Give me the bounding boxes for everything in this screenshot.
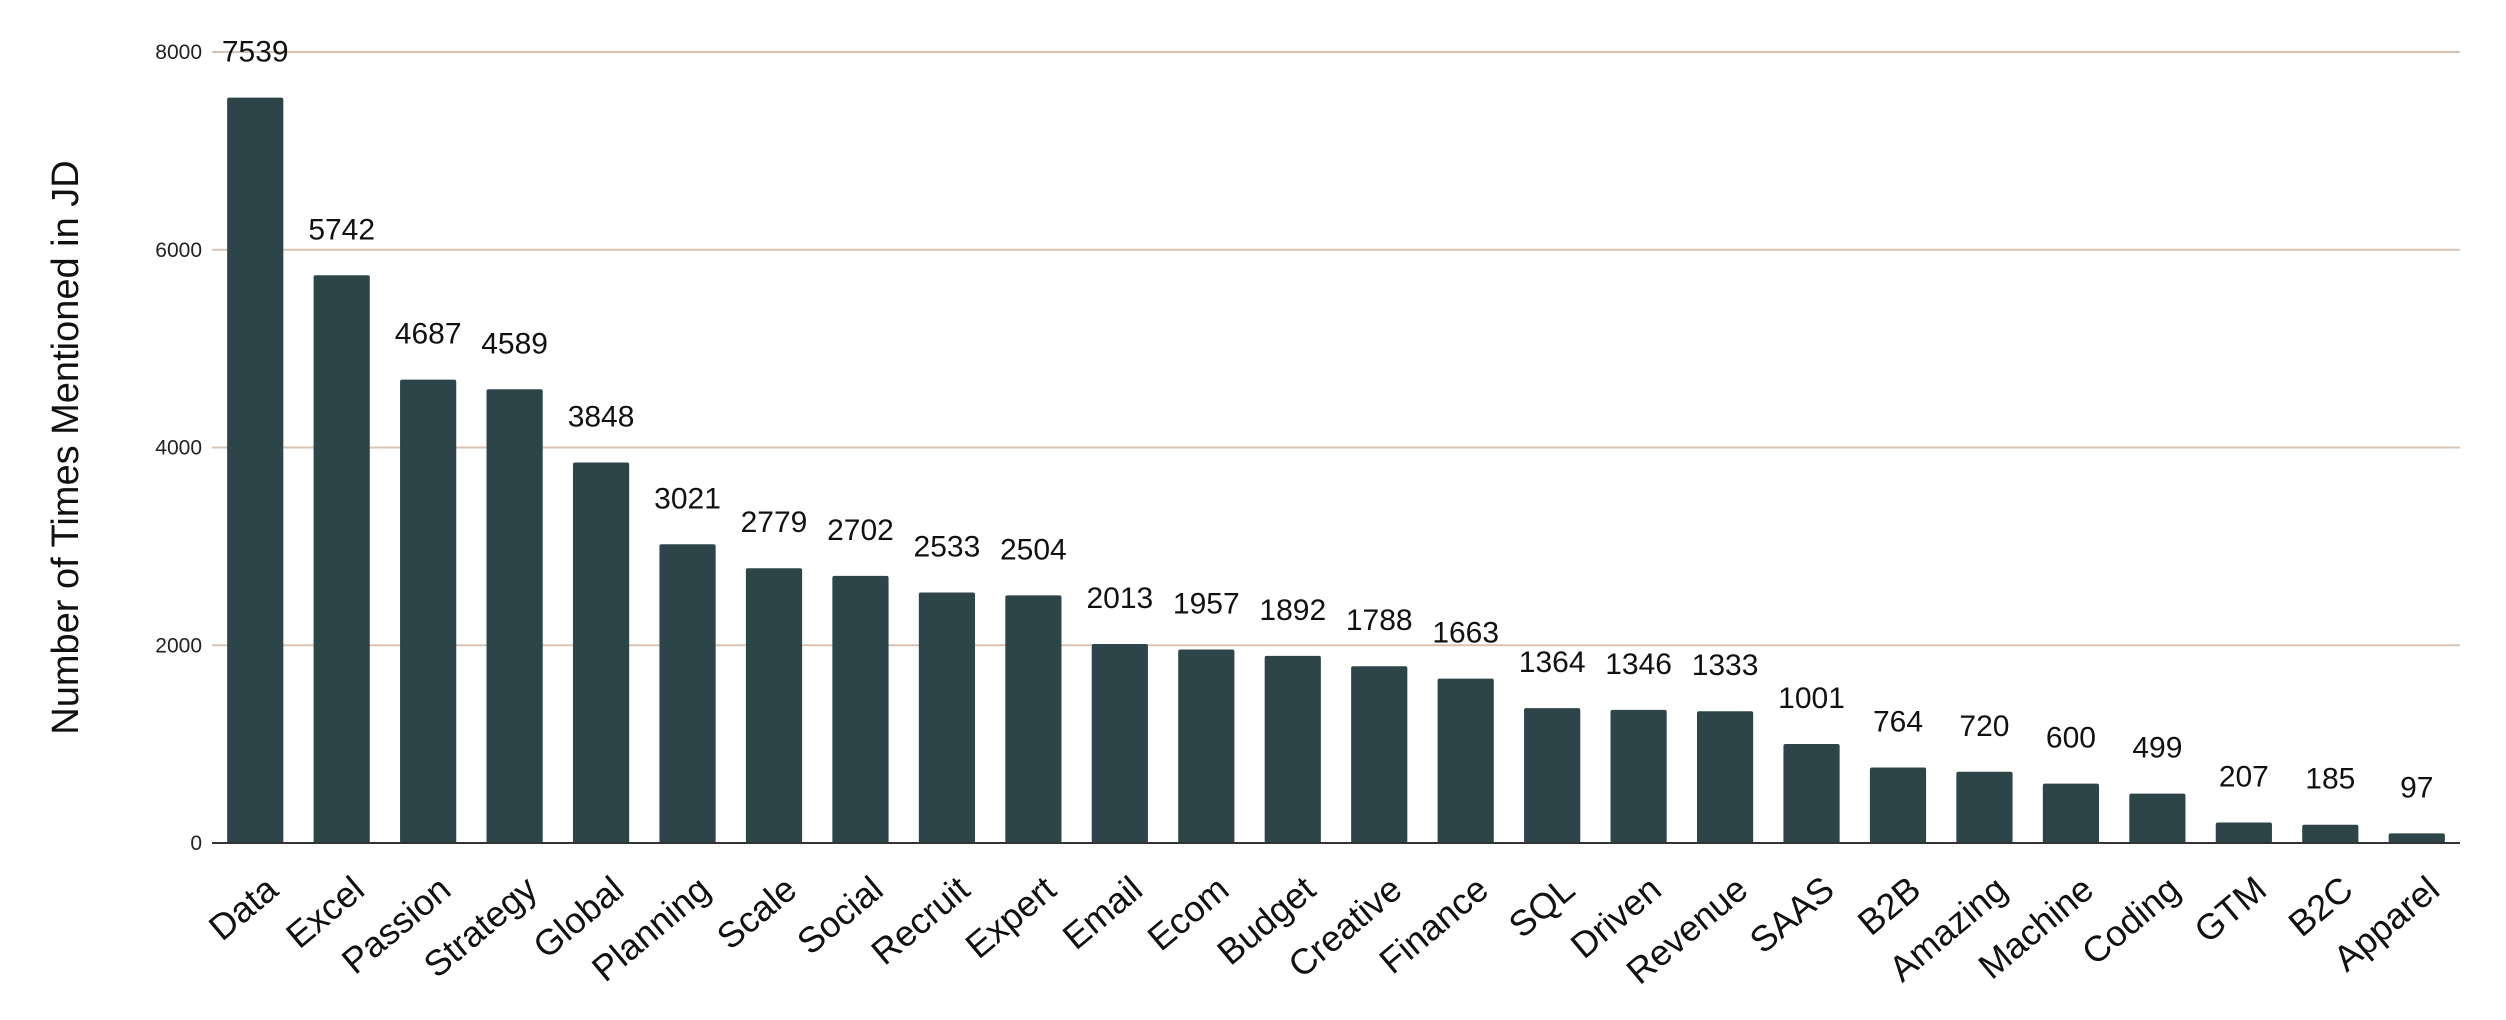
data-label: 4687 — [395, 318, 462, 351]
data-label: 2533 — [914, 531, 981, 564]
bar — [1869, 767, 1927, 843]
bar — [400, 379, 457, 843]
bar — [1091, 643, 1148, 843]
data-label: 600 — [2046, 722, 2096, 755]
data-label: 2779 — [741, 506, 808, 539]
data-label: 7539 — [222, 36, 289, 69]
data-label: 3848 — [568, 401, 635, 434]
bar — [1524, 708, 1581, 843]
y-tick-label: 2000 — [155, 634, 202, 657]
bar — [1005, 595, 1062, 843]
bar — [2042, 783, 2100, 843]
y-axis-title: Number of Times Mentioned in JD — [45, 160, 87, 734]
bar — [745, 568, 803, 843]
data-labels: 7539 5742 4687 4589 3848 3021 2779 2702 2533 2504… — [222, 36, 2434, 805]
data-label: 1364 — [1519, 646, 1586, 679]
bar — [1351, 666, 1408, 843]
bar — [1610, 709, 1667, 843]
data-label: 1663 — [1432, 617, 1499, 650]
x-tick-label: Recruit — [863, 868, 977, 973]
bar — [1264, 655, 1321, 843]
x-tick-label: Coding — [2074, 868, 2188, 973]
gridlines — [212, 51, 2460, 647]
data-label: 1957 — [1173, 588, 1240, 621]
bar — [227, 97, 284, 844]
bar — [313, 275, 370, 843]
data-label: 5742 — [308, 213, 375, 246]
data-label: 4589 — [481, 327, 548, 360]
data-label: 1001 — [1778, 682, 1845, 715]
bar — [918, 592, 976, 843]
y-tick-label: 0 — [190, 832, 202, 855]
data-label: 207 — [2219, 761, 2269, 794]
bar — [1178, 649, 1235, 843]
x-tick-label: Data — [201, 867, 286, 948]
bar — [2302, 824, 2359, 843]
data-label: 2702 — [827, 514, 894, 547]
y-tick-label: 8000 — [155, 41, 202, 64]
bars — [227, 97, 2445, 844]
data-label: 3021 — [654, 482, 721, 515]
bar — [2388, 833, 2445, 843]
y-axis-ticks: 0 2000 4000 6000 8000 — [155, 41, 202, 855]
data-label: 1788 — [1346, 604, 1413, 637]
data-label: 2504 — [1000, 533, 1067, 566]
y-tick-label: 4000 — [155, 437, 202, 460]
bar — [572, 462, 630, 843]
data-label: 764 — [1873, 705, 1923, 738]
bar — [1783, 744, 1840, 843]
data-label: 720 — [1959, 710, 2009, 743]
y-tick-label: 6000 — [155, 239, 202, 262]
data-label: 185 — [2305, 763, 2355, 796]
data-label: 2013 — [1086, 582, 1153, 615]
bar — [2129, 793, 2186, 843]
data-label: 1892 — [1259, 594, 1326, 627]
bar — [1696, 711, 1754, 843]
bar — [2215, 822, 2272, 843]
bar — [486, 389, 543, 843]
data-label: 1346 — [1605, 648, 1672, 681]
bar — [1956, 771, 2013, 843]
data-label: 1333 — [1692, 649, 1759, 682]
x-tick-label: Scale — [709, 868, 804, 957]
bar — [832, 575, 889, 843]
x-tick-label: Email — [1055, 868, 1150, 957]
data-label: 97 — [2400, 771, 2433, 804]
data-label: 499 — [2132, 732, 2182, 765]
bar — [659, 544, 716, 843]
x-tick-label: GTM — [2186, 868, 2274, 951]
x-axis-labels: DataExcelPassionStrategyGlobalPlanningSc… — [201, 867, 2447, 992]
bar — [1437, 678, 1494, 843]
x-tick-label: Expert — [957, 868, 1063, 966]
x-tick-label: SAAS — [1742, 868, 1842, 961]
